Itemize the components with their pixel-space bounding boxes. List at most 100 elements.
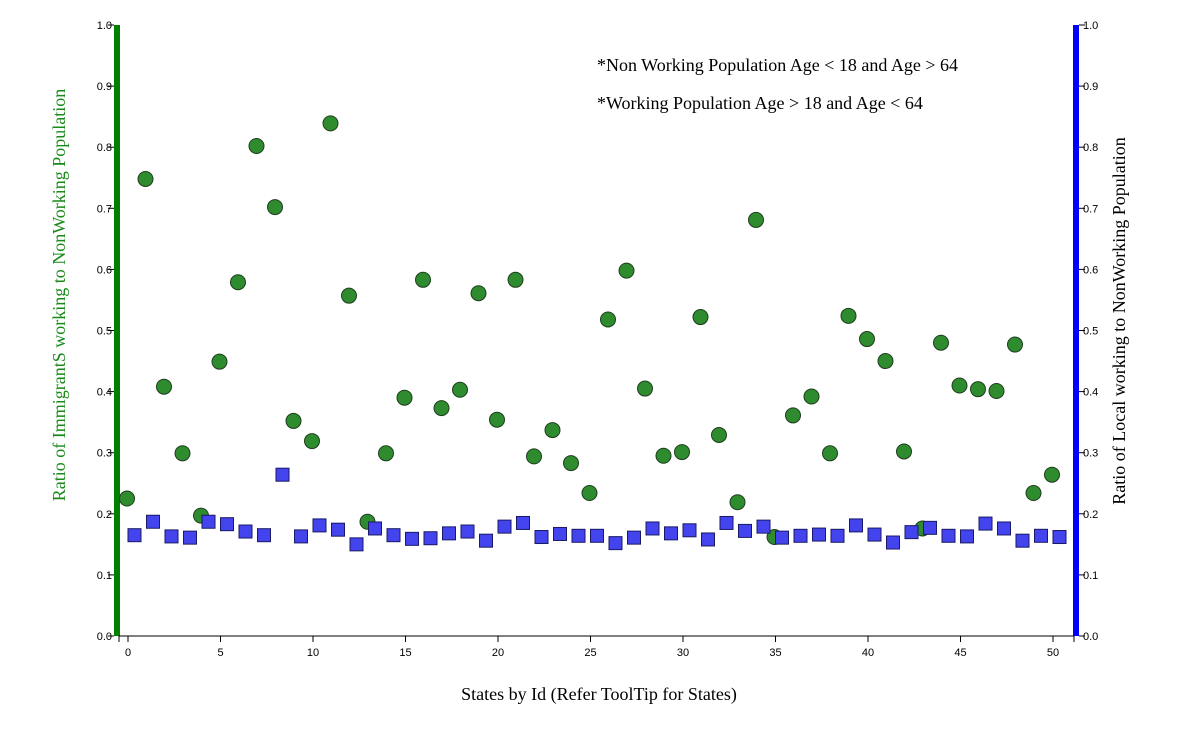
local-ratio-point[interactable] [886,535,900,550]
local-ratio-point[interactable] [978,516,993,531]
immigrant-ratio-point[interactable] [470,285,487,302]
local-ratio-point[interactable] [738,523,752,538]
local-ratio-point[interactable] [793,528,808,543]
immigrant-ratio-point[interactable] [711,426,727,443]
immigrant-ratio-point[interactable] [674,444,690,461]
local-ratio-point[interactable] [812,527,826,542]
local-ratio-point[interactable] [645,521,660,536]
immigrant-ratio-point[interactable] [729,494,746,511]
local-ratio-point[interactable] [849,518,863,533]
local-ratio-point[interactable] [220,517,234,532]
immigrant-ratio-point[interactable] [230,274,246,291]
local-ratio-point[interactable] [830,528,845,543]
local-ratio-point[interactable] [553,526,567,541]
immigrant-ratio-point[interactable] [970,381,986,398]
immigrant-ratio-point[interactable] [174,445,191,462]
local-ratio-point[interactable] [331,522,345,537]
local-ratio-point[interactable] [775,530,789,545]
local-ratio-point[interactable] [201,514,216,529]
local-ratio-point[interactable] [719,515,734,530]
immigrant-ratio-point[interactable] [526,448,542,465]
immigrant-ratio-point[interactable] [489,411,505,428]
local-ratio-point[interactable] [294,529,308,544]
immigrant-ratio-point[interactable] [618,262,635,279]
immigrant-ratio-point[interactable] [692,309,709,326]
local-ratio-point[interactable] [349,537,364,552]
immigrant-ratio-point[interactable] [378,445,394,462]
local-ratio-point[interactable] [682,523,697,538]
local-ratio-point[interactable] [571,528,586,543]
local-ratio-point[interactable] [497,519,512,534]
x-axis-title: States by Id (Refer ToolTip for States) [461,684,737,705]
immigrant-ratio-point[interactable] [211,353,228,370]
local-ratio-point[interactable] [479,533,493,548]
local-ratio-point[interactable] [701,532,715,547]
local-ratio-point[interactable] [997,521,1011,536]
local-ratio-point[interactable] [405,531,419,546]
local-ratio-point[interactable] [127,528,142,543]
immigrant-ratio-point[interactable] [396,389,413,406]
local-ratio-point[interactable] [423,531,438,546]
immigrant-ratio-point[interactable] [896,443,912,460]
immigrant-ratio-point[interactable] [1044,466,1060,483]
local-ratio-point[interactable] [1034,528,1048,543]
local-ratio-point[interactable] [1015,533,1030,548]
immigrant-ratio-point[interactable] [322,115,339,132]
immigrant-ratio-point[interactable] [859,331,875,348]
immigrant-ratio-point[interactable] [1025,485,1042,502]
immigrant-ratio-point[interactable] [988,382,1005,399]
local-ratio-point[interactable] [183,530,197,545]
local-ratio-point[interactable] [534,530,549,545]
immigrant-ratio-point[interactable] [951,377,968,394]
immigrant-ratio-point[interactable] [933,334,949,351]
immigrant-ratio-point[interactable] [267,199,283,216]
immigrant-ratio-point[interactable] [452,381,468,398]
immigrant-ratio-point[interactable] [544,422,561,439]
local-ratio-point[interactable] [386,528,401,543]
local-ratio-point[interactable] [1052,530,1067,545]
local-ratio-point[interactable] [941,528,956,543]
local-ratio-point[interactable] [590,528,604,543]
immigrant-ratio-point[interactable] [803,388,820,405]
immigrant-ratio-point[interactable] [119,490,135,507]
local-ratio-point[interactable] [312,518,327,533]
immigrant-ratio-point[interactable] [600,311,616,328]
immigrant-ratio-point[interactable] [748,211,764,228]
local-ratio-point[interactable] [460,524,475,539]
immigrant-ratio-point[interactable] [581,485,598,502]
local-ratio-point[interactable] [164,529,179,544]
local-ratio-point[interactable] [442,526,456,541]
x-tick-label: 0 [125,647,131,659]
local-ratio-point[interactable] [756,519,771,534]
immigrant-ratio-point[interactable] [285,412,302,429]
immigrant-ratio-point[interactable] [507,271,524,288]
immigrant-ratio-point[interactable] [877,353,894,370]
immigrant-ratio-point[interactable] [563,455,579,472]
immigrant-ratio-point[interactable] [304,433,320,450]
immigrant-ratio-point[interactable] [137,170,154,187]
immigrant-ratio-point[interactable] [156,378,172,395]
immigrant-ratio-point[interactable] [1007,336,1023,353]
local-ratio-point[interactable] [904,525,919,540]
local-ratio-point[interactable] [664,526,678,541]
local-ratio-point[interactable] [368,521,382,536]
local-ratio-point[interactable] [257,528,271,543]
local-ratio-point[interactable] [867,527,882,542]
local-ratio-point[interactable] [627,530,641,545]
local-ratio-point[interactable] [275,467,290,482]
local-ratio-point[interactable] [960,529,974,544]
local-ratio-point[interactable] [146,514,160,529]
local-ratio-point[interactable] [923,520,937,535]
local-ratio-point[interactable] [516,515,530,530]
immigrant-ratio-point[interactable] [248,137,265,154]
local-ratio-point[interactable] [608,536,623,551]
immigrant-ratio-point[interactable] [655,447,672,464]
immigrant-ratio-point[interactable] [415,271,431,288]
immigrant-ratio-point[interactable] [341,287,357,304]
immigrant-ratio-point[interactable] [637,380,653,397]
local-ratio-point[interactable] [238,524,253,539]
immigrant-ratio-point[interactable] [433,400,450,417]
immigrant-ratio-point[interactable] [822,445,838,462]
immigrant-ratio-point[interactable] [840,307,857,324]
immigrant-ratio-point[interactable] [785,407,801,424]
